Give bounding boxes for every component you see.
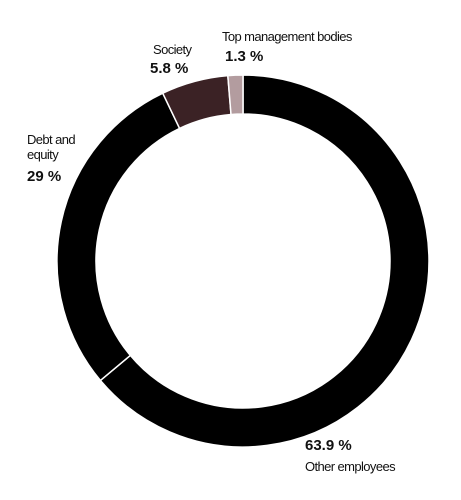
donut-segment [227, 74, 244, 116]
value-label: 29 % [27, 168, 62, 185]
donut-segment [99, 74, 430, 448]
value-label: 63.9 % [305, 437, 352, 454]
category-label: Other employees [305, 459, 396, 474]
category-label: Top management bodies [222, 29, 352, 44]
value-label: 1.3 % [225, 48, 264, 65]
category-label: Society [153, 42, 192, 57]
value-label: 5.8 % [150, 60, 189, 77]
category-label: Debt and equity [27, 132, 76, 162]
